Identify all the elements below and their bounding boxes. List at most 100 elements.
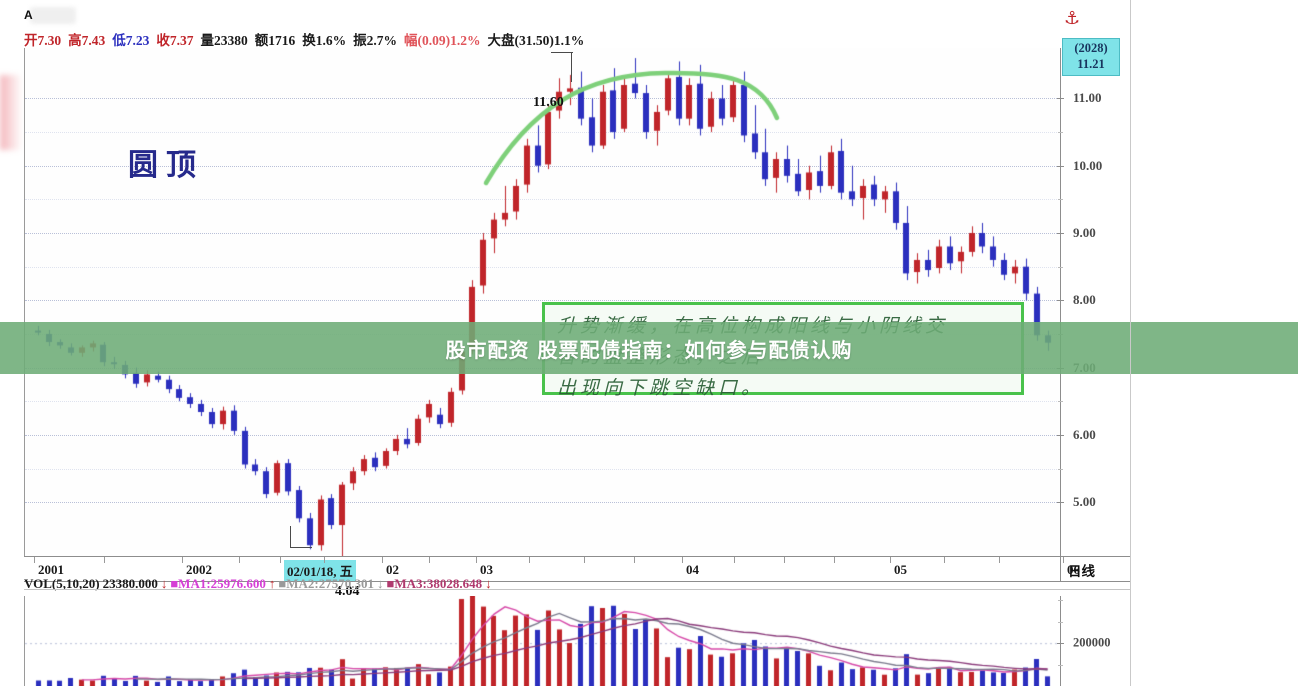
date-tick-label: 05: [894, 562, 907, 577]
watermark-banner: 股市配资 股票配债指南：如何参与配债认购: [0, 322, 1298, 374]
date-tick-minor: [104, 557, 105, 563]
volume-axis: 200000: [1057, 596, 1131, 686]
price-tick: [1057, 502, 1064, 504]
date-tick: [182, 557, 183, 563]
volume-canvas[interactable]: [25, 596, 1061, 686]
quote-header: A 开7.30 高7.43 低7.23 收7.37 量23380 额1716 换1.6% 振2…: [24, 7, 1254, 49]
quote-field-额: 额1716: [254, 33, 296, 48]
date-tick-minor: [999, 557, 1000, 563]
volume-ma1-arrow: ↑: [268, 576, 276, 591]
volume-ma2: ■MA2:27570.301: [278, 576, 375, 591]
quote-field-幅: 幅(0.09)1.2%: [404, 33, 481, 48]
date-tick-minor: [834, 557, 835, 563]
stock-name-suffix: A: [24, 8, 34, 22]
price-tick: [1057, 434, 1064, 436]
volume-value-arrow: ↓: [160, 576, 168, 591]
volume-tick-minor: [1058, 664, 1063, 666]
quote-field-低: 低7.23: [112, 33, 150, 48]
volume-ma3-arrow: ↓: [485, 576, 492, 591]
date-tick-label: 2002: [186, 562, 212, 577]
date-tick-minor: [324, 557, 325, 563]
quote-field-大盘: 大盘(31.50)1.1%: [487, 33, 585, 48]
price-tick-minor: [1058, 468, 1063, 470]
note-line-3: 出现向下跳空缺口。: [557, 377, 765, 399]
price-tick-minor: [1058, 132, 1063, 134]
date-tick-minor: [784, 557, 785, 563]
volume-tick: [1057, 643, 1064, 645]
date-tick: [890, 557, 891, 563]
quote-field-振: 振2.7%: [353, 33, 397, 48]
stock-name: A: [24, 7, 1254, 26]
quote-values: 开7.30 高7.43 低7.23 收7.37 量23380 额1716 换1.6% 振2.7…: [24, 29, 1254, 49]
last-price-tag: (2028) 11.21: [1062, 38, 1120, 76]
low-callout-leader: [290, 526, 291, 548]
price-tick-label: 8.00: [1073, 292, 1096, 308]
date-tick-minor: [529, 557, 530, 563]
date-tick-minor: [584, 557, 585, 563]
quote-field-换: 换1.6%: [302, 33, 347, 48]
date-tick-label: 04: [686, 562, 699, 577]
volume-ma2-arrow: ↓: [377, 576, 384, 591]
volume-tick-minor: [1058, 600, 1063, 602]
date-tick-label: 06: [1067, 562, 1080, 577]
price-tick-label: 5.00: [1073, 494, 1096, 510]
volume-tick-label: 200000: [1073, 635, 1111, 650]
date-tick: [476, 557, 477, 563]
price-tick: [1057, 98, 1064, 100]
date-tick-label: 02/01/18, 五: [284, 560, 356, 581]
quote-field-开: 开7.30: [24, 33, 62, 48]
date-tick-minor: [944, 557, 945, 563]
high-callout-leader: [571, 52, 572, 82]
high-callout: 11.60: [533, 95, 564, 110]
low-callout-leader-h: [290, 547, 312, 548]
price-tick: [1057, 165, 1064, 167]
anchor-icon: ⚓: [1064, 8, 1081, 28]
volume-ma1: ■MA1:25976.600: [170, 576, 266, 591]
banner-text: 股市配资 股票配债指南：如何参与配债认购: [445, 337, 853, 362]
price-tick-label: 9.00: [1073, 225, 1096, 241]
price-tick-label: 6.00: [1073, 426, 1096, 442]
low-callout: 4.04: [335, 584, 360, 599]
date-tick-label: 03: [480, 562, 493, 577]
pane-separator: [24, 589, 1130, 590]
volume-tick-minor: [1058, 621, 1063, 623]
quote-field-收: 收7.37: [156, 33, 194, 48]
edge-artifact: [0, 75, 22, 150]
volume-indicator-header: VOL(5,10,20) 23380.000 ↓ ■MA1:25976.600 ↑ ■MA…: [24, 576, 495, 594]
date-axis-separator: [1060, 557, 1061, 581]
volume-ma3: ■MA3:38028.648: [386, 576, 483, 591]
redaction-block: [30, 7, 76, 24]
date-tick-label: 2001: [38, 562, 64, 577]
high-callout-leader-h: [551, 52, 573, 53]
period-label: 日线: [1068, 564, 1095, 580]
price-tick-label: 11.00: [1073, 90, 1102, 106]
volume-title: VOL(5,10,20): [24, 576, 100, 591]
date-tick: [382, 557, 383, 563]
date-tick: [1063, 557, 1064, 563]
pattern-label: 圆顶: [128, 148, 204, 183]
last-price-code: (2028): [1074, 41, 1108, 56]
date-tick: [280, 557, 281, 563]
frame-right-rule: [1130, 0, 1131, 686]
last-price-value: 11.21: [1077, 57, 1105, 71]
quote-field-量: 量23380: [200, 33, 248, 48]
date-tick-minor: [734, 557, 735, 563]
date-tick: [34, 557, 35, 563]
price-tick-minor: [1058, 266, 1063, 268]
date-tick-minor: [429, 557, 430, 563]
quote-field-高: 高7.43: [68, 33, 106, 48]
price-tick-minor: [1058, 401, 1063, 403]
price-tick-minor: [1058, 199, 1063, 201]
date-axis: 2001 2002 02/01/18, 五 02 03 04 05 06: [24, 556, 1130, 582]
volume-plot[interactable]: [24, 596, 1061, 686]
date-tick-label: 02: [386, 562, 399, 577]
price-tick: [1057, 300, 1064, 302]
volume-value: 23380.000: [102, 576, 158, 591]
date-tick-minor: [239, 557, 240, 563]
date-tick: [682, 557, 683, 563]
price-tick: [1057, 233, 1064, 235]
price-tick-label: 10.00: [1073, 157, 1103, 173]
date-tick-minor: [634, 557, 635, 563]
